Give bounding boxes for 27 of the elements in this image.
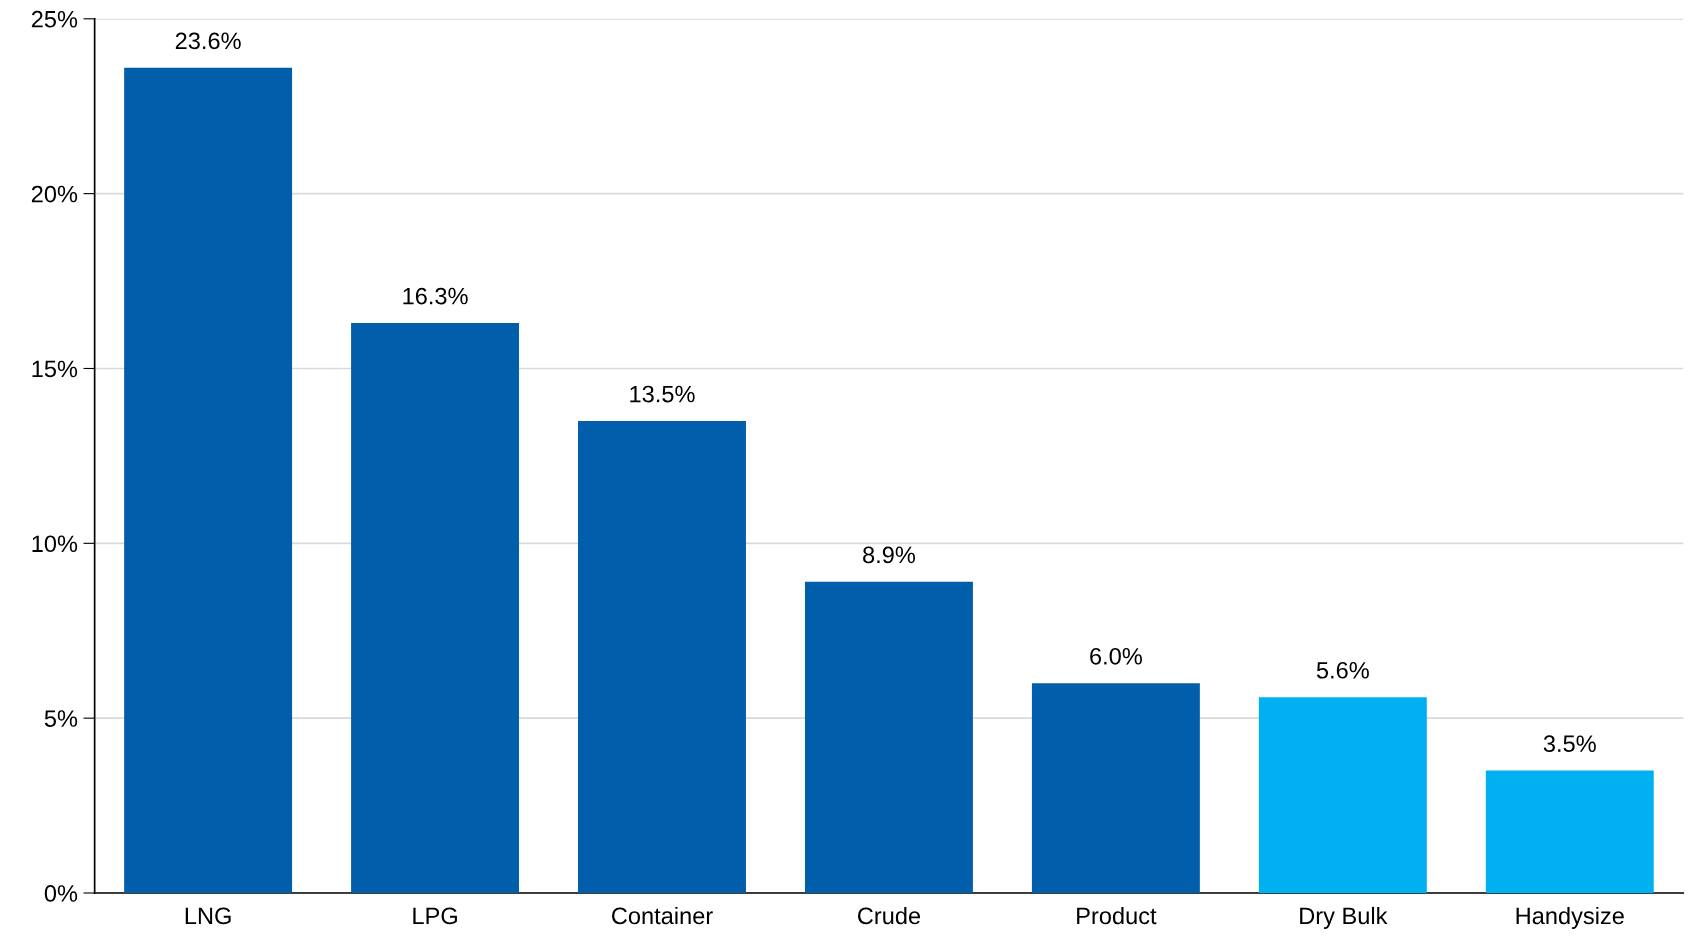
x-tick-label: Crude — [857, 906, 921, 925]
y-tick-label: 15% — [32, 360, 78, 378]
y-tick-label: 20% — [31, 185, 78, 203]
data-label: 16.3% — [403, 287, 468, 305]
bar — [804, 581, 973, 893]
bar — [1258, 697, 1427, 893]
y-tick-label: 5% — [44, 710, 78, 727]
y-tick-label: 10% — [32, 535, 78, 553]
y-tick-label: 25% — [31, 10, 78, 28]
x-tick-label: LNG — [185, 907, 231, 925]
data-label: 6.0% — [1090, 647, 1142, 665]
bar — [1031, 683, 1200, 893]
data-label: 8.9% — [863, 546, 916, 564]
x-tick-label: Dry Bulk — [1300, 906, 1388, 929]
data-label: 23.6% — [175, 32, 241, 50]
bar — [1485, 770, 1654, 893]
bar — [351, 323, 520, 893]
x-tick-label: Product — [1077, 906, 1157, 925]
x-tick-label: Handysize — [1516, 906, 1624, 929]
x-tick-label: LPG — [413, 907, 457, 925]
data-label: 13.5% — [630, 385, 695, 403]
data-label: 3.5% — [1543, 735, 1596, 753]
bar — [124, 67, 293, 893]
data-label: 5.6% — [1316, 661, 1369, 679]
x-tick-label: Container — [612, 906, 713, 925]
bar — [578, 420, 746, 893]
y-tick-label: 0% — [44, 885, 78, 902]
